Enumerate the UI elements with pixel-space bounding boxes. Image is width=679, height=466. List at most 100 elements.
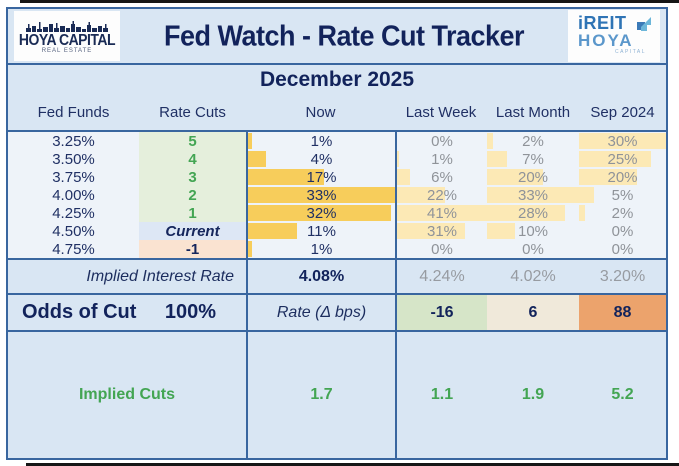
column-header-sep-2024: Sep 2024 bbox=[590, 104, 655, 121]
now-probability-bar bbox=[248, 223, 297, 239]
implied-cuts-last-week: 1.1 bbox=[395, 332, 487, 458]
rate-delta-sep-2024: 88 bbox=[579, 295, 666, 330]
fed-funds-cell: 3.50% bbox=[52, 150, 95, 168]
last-week-cell: 1% bbox=[395, 150, 487, 168]
fed-funds-cell: 4.25% bbox=[52, 204, 95, 222]
last-week-cell: 0% bbox=[395, 132, 487, 150]
column-header-rate-cuts: Rate Cuts bbox=[159, 104, 226, 121]
table-row: 4.25% 1 32% 41% 28% 2% bbox=[8, 204, 666, 222]
sep-2024-cell: 20% bbox=[579, 168, 666, 186]
ireit-capital-text: CAPITAL bbox=[615, 49, 646, 55]
history-probability-bar bbox=[579, 133, 666, 149]
table-row: 4.00% 2 33% 22% 33% 5% bbox=[8, 186, 666, 204]
table-row: 4.50% Current 11% 31% 10% 0% bbox=[8, 222, 666, 240]
implied-rate-last-month: 4.02% bbox=[510, 267, 556, 285]
ireit-hoya-text: HOYA bbox=[578, 31, 634, 50]
page-title: Fed Watch - Rate Cut Tracker bbox=[163, 19, 525, 52]
rate-cuts-cell: 4 bbox=[139, 150, 246, 168]
rate-cuts-cell: 5 bbox=[139, 132, 246, 150]
now-cell: 32% bbox=[246, 204, 395, 222]
ireit-arrow-icon bbox=[637, 17, 651, 31]
column-header-fed-funds: Fed Funds bbox=[37, 104, 110, 121]
sep-2024-cell: 30% bbox=[579, 132, 666, 150]
last-month-cell: 28% bbox=[487, 204, 579, 222]
top-border-line bbox=[20, 0, 679, 3]
history-probability-bar bbox=[579, 205, 585, 221]
history-probability-bar bbox=[487, 187, 579, 203]
hoya-capital-logo: HOYA CAPITAL REAL ESTATE bbox=[14, 11, 120, 61]
table-row: 3.75% 3 17% 6% 20% 20% bbox=[8, 168, 666, 186]
now-probability-bar bbox=[248, 205, 391, 221]
history-probability-bar bbox=[487, 169, 543, 185]
rate-cuts-cell: 1 bbox=[139, 204, 246, 222]
rate-cuts-cell: -1 bbox=[139, 240, 246, 258]
sep-2024-cell: 5% bbox=[579, 186, 666, 204]
history-probability-bar bbox=[397, 151, 400, 167]
rate-cuts-cell: Current bbox=[139, 222, 246, 240]
now-cell: 17% bbox=[246, 168, 395, 186]
ireit-logo-text: iREIT bbox=[578, 13, 627, 33]
sep-2024-cell: 25% bbox=[579, 150, 666, 168]
city-skyline-icon bbox=[26, 20, 108, 32]
implied-cuts-now: 1.7 bbox=[246, 332, 395, 458]
implied-rate-label: Implied Interest Rate bbox=[86, 267, 234, 285]
rate-cuts-cell: 2 bbox=[139, 186, 246, 204]
now-probability-bar bbox=[248, 151, 266, 167]
now-cell: 11% bbox=[246, 222, 395, 240]
fed-funds-cell: 4.50% bbox=[52, 222, 95, 240]
implied-cuts-row: Implied Cuts 1.7 1.1 1.9 5.2 bbox=[8, 332, 666, 458]
header-band: HOYA CAPITAL REAL ESTATE Fed Watch - Rat… bbox=[8, 9, 666, 65]
fed-funds-cell: 4.00% bbox=[52, 186, 95, 204]
now-cell: 33% bbox=[246, 186, 395, 204]
last-week-cell: 41% bbox=[395, 204, 487, 222]
fed-funds-cell: 4.75% bbox=[52, 240, 95, 258]
implied-rate-now: 4.08% bbox=[246, 260, 395, 293]
bottom-border-line bbox=[26, 463, 679, 466]
column-header-now: Now bbox=[305, 104, 336, 121]
last-month-cell: 0% bbox=[522, 240, 544, 258]
last-month-cell: 7% bbox=[487, 150, 579, 168]
sep-2024-cell: 0% bbox=[611, 222, 634, 240]
hoya-logo-subtitle: REAL ESTATE bbox=[41, 47, 93, 54]
column-header-last-month: Last Month bbox=[495, 104, 571, 121]
rate-delta-last-week: -16 bbox=[395, 295, 487, 330]
history-probability-bar bbox=[397, 187, 446, 203]
history-probability-bar bbox=[579, 169, 638, 185]
column-header-last-week: Last Week bbox=[405, 104, 477, 121]
implied-cuts-sep-2024: 5.2 bbox=[611, 386, 634, 403]
sep-2024-cell: 0% bbox=[611, 240, 634, 258]
rate-rows: 3.25% 5 1% 0% 2% 30% 3.50% 4 4% 1% 7% 25% 3.75% 3 17% 6… bbox=[8, 132, 666, 260]
last-month-cell: 20% bbox=[487, 168, 579, 186]
implied-cuts-last-month: 1.9 bbox=[521, 386, 545, 403]
odds-of-cut-value: 100% bbox=[164, 301, 216, 323]
history-probability-bar bbox=[397, 169, 411, 185]
history-probability-bar bbox=[397, 223, 466, 239]
history-probability-bar bbox=[397, 205, 487, 221]
last-week-cell: 31% bbox=[395, 222, 487, 240]
last-month-cell: 10% bbox=[487, 222, 579, 240]
history-probability-bar bbox=[487, 205, 566, 221]
column-header-row: Fed Funds Rate Cuts Now Last Week Last M… bbox=[8, 95, 666, 132]
last-month-cell: 33% bbox=[487, 186, 579, 204]
hoya-logo-name: HOYA CAPITAL bbox=[18, 29, 116, 48]
rate-cuts-cell: 3 bbox=[139, 168, 246, 186]
fed-funds-cell: 3.75% bbox=[52, 168, 95, 186]
last-week-cell: 22% bbox=[395, 186, 487, 204]
rate-delta-label: Rate (Δ bps) bbox=[246, 295, 395, 330]
sep-2024-cell: 2% bbox=[579, 204, 666, 222]
rate-delta-last-month: 6 bbox=[487, 295, 579, 330]
implied-rate-row: Implied Interest Rate 4.08% 4.24% 4.02% … bbox=[8, 260, 666, 295]
history-probability-bar bbox=[487, 223, 515, 239]
history-probability-bar bbox=[487, 133, 493, 149]
implied-cuts-label: Implied Cuts bbox=[78, 386, 175, 403]
table-row: 4.75% -1 1% 0% 0% 0% bbox=[8, 240, 666, 258]
now-cell: 1% bbox=[246, 132, 395, 150]
odds-of-cut-cell: Odds of Cut 100% bbox=[8, 295, 246, 330]
history-probability-bar bbox=[487, 151, 507, 167]
ireit-hoya-logo: iREIT HOYA CAPITAL bbox=[568, 10, 660, 62]
table-row: 3.50% 4 4% 1% 7% 25% bbox=[8, 150, 666, 168]
history-probability-bar bbox=[579, 151, 652, 167]
rate-cut-tracker-table: HOYA CAPITAL REAL ESTATE Fed Watch - Rat… bbox=[6, 7, 668, 460]
odds-of-cut-row: Odds of Cut 100% Rate (Δ bps) -16 6 88 bbox=[8, 295, 666, 332]
now-probability-bar bbox=[248, 169, 324, 185]
